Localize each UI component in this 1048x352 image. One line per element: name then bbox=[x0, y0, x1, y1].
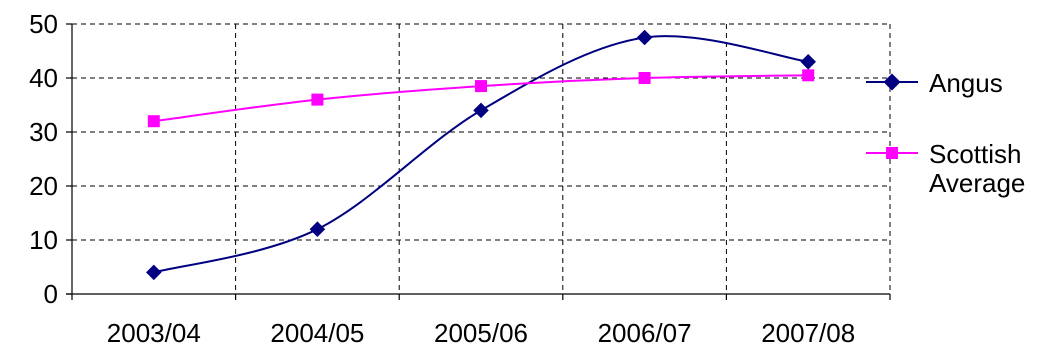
data-point-scottish-average bbox=[475, 80, 487, 93]
legend-marker-scottish-average bbox=[886, 147, 898, 159]
x-tick-label: 2006/07 bbox=[598, 318, 692, 348]
legend-label-line-1: Scottish bbox=[929, 139, 1022, 169]
y-tick-label: 50 bbox=[29, 9, 58, 39]
data-point-angus bbox=[309, 221, 326, 237]
data-point-scottish-average bbox=[802, 69, 815, 82]
y-tick-label: 30 bbox=[29, 117, 58, 147]
legend-label-scottish-average: Scottish Average bbox=[929, 139, 1029, 198]
data-point-angus bbox=[146, 264, 162, 281]
data-point-angus bbox=[473, 102, 489, 119]
series-scottish-average bbox=[147, 69, 815, 128]
x-tick-label: 2003/04 bbox=[107, 318, 201, 348]
x-tick-labels: 2003/04 2004/05 2005/06 2006/07 2007/08 bbox=[107, 318, 855, 348]
data-point-angus bbox=[800, 54, 816, 70]
data-point-scottish-average bbox=[311, 93, 324, 106]
data-point-scottish-average bbox=[147, 115, 160, 128]
y-tick-label: 40 bbox=[29, 63, 58, 93]
legend-label-line-2: Average bbox=[929, 168, 1025, 198]
legend-entry-angus: Angus bbox=[866, 68, 1003, 98]
x-tick-label: 2005/06 bbox=[434, 318, 528, 348]
y-tick-label: 20 bbox=[29, 171, 58, 201]
series-line-angus bbox=[153, 35, 809, 274]
legend-label-angus: Angus bbox=[929, 68, 1003, 98]
axes bbox=[66, 23, 891, 300]
series bbox=[146, 29, 816, 281]
x-tick-label: 2007/08 bbox=[761, 318, 855, 348]
y-tick-label: 0 bbox=[44, 279, 58, 309]
y-tick-labels: 0 10 20 30 40 50 bbox=[29, 9, 58, 309]
data-point-angus bbox=[636, 29, 653, 46]
series-angus bbox=[146, 29, 816, 281]
legend-entry-scottish-average: Scottish Average bbox=[866, 139, 1029, 198]
legend-marker-angus bbox=[883, 73, 901, 91]
y-tick-label: 10 bbox=[29, 225, 58, 255]
x-tick-label: 2004/05 bbox=[270, 318, 364, 348]
legend: Angus Scottish Average bbox=[866, 68, 1029, 198]
gridlines bbox=[72, 23, 891, 294]
data-point-scottish-average bbox=[638, 72, 651, 84]
